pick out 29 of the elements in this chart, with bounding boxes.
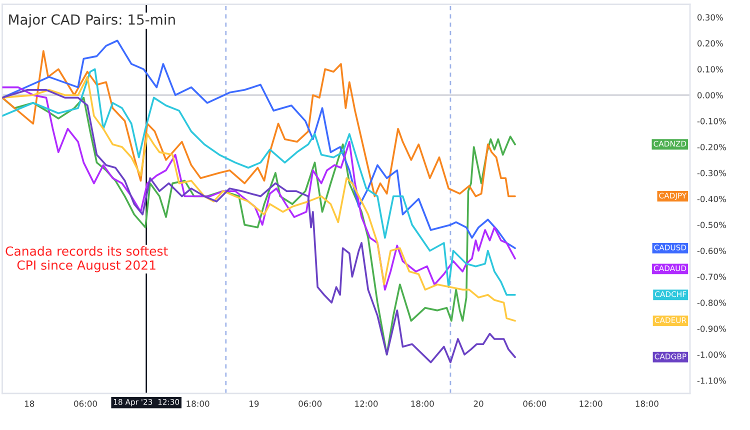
y-tick-label: -0.80% (697, 300, 726, 306)
x-tick-label: 18 (25, 400, 34, 407)
x-tick-label: 18:00 (636, 400, 658, 407)
text: Major CAD Pairs: 15-min (9, 14, 175, 28)
x-tick-label: 12:00 (580, 400, 602, 407)
y-tick-label: -1.10% (697, 377, 726, 384)
y-tick-label: 0.00% (697, 92, 723, 98)
y-tick-label: -0.20% (697, 144, 726, 150)
x-tick-label: 19 (250, 400, 259, 407)
y-tick-label: -1.00% (697, 352, 726, 358)
y-tick-label: -0.70% (697, 274, 726, 280)
y-tick-label: -0.40% (697, 196, 726, 202)
annotation: Canada records its softest CPI since August 2021 (6, 246, 168, 272)
line-series (2, 50, 516, 198)
y-tick-label: -0.90% (697, 326, 726, 332)
y-tick-label: 0.30% (697, 14, 723, 21)
x-tick-label: 06:00 (523, 400, 546, 407)
x-tick-label: 06:00 (74, 400, 97, 407)
y-tick-label: 0.20% (697, 40, 723, 46)
y-tick-label: -0.30% (697, 170, 726, 176)
y-tick-label: -0.60% (697, 248, 726, 254)
y-tick-label: -0.50% (697, 222, 726, 228)
x-tick-label: 20 (474, 400, 484, 407)
y-tick-label: 0.10% (697, 66, 723, 72)
x-tick-label: 18:00 (411, 400, 434, 407)
x-tick-label: 12:00 (355, 400, 378, 407)
y-tick-label: -0.10% (697, 118, 726, 124)
x-tick-label: 18:00 (186, 400, 210, 407)
x-tick-label: 06:00 (298, 400, 322, 407)
